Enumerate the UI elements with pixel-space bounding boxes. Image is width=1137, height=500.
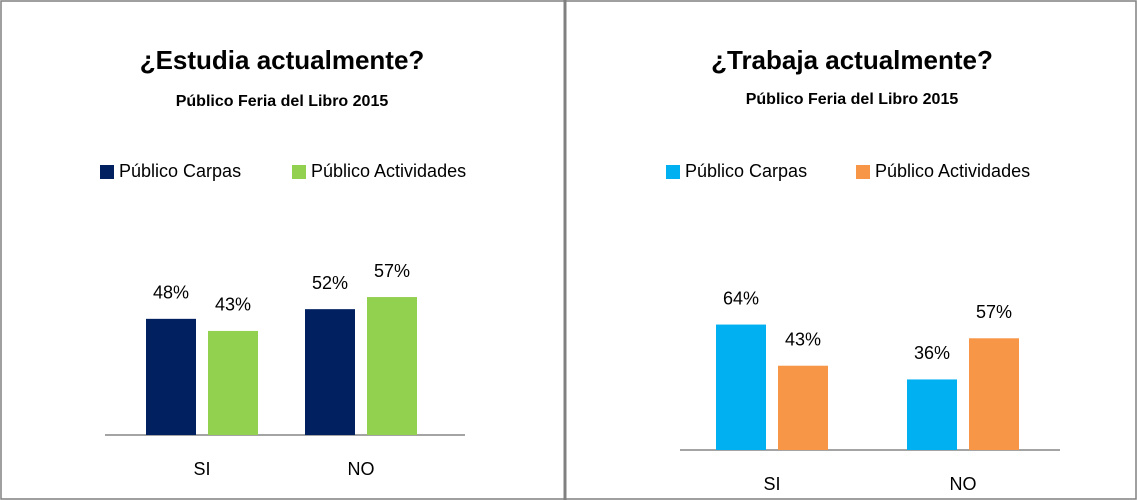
chart-subtitle: Público Feria del Libro 2015 (176, 93, 389, 110)
x-tick-label: SI (763, 474, 780, 494)
chart-title: ¿Estudia actualmente? (140, 45, 425, 75)
legend-label: Público Actividades (311, 161, 466, 181)
bar (305, 309, 355, 435)
legend-swatch (856, 165, 870, 179)
bar (208, 330, 258, 435)
x-tick-label: NO (950, 474, 977, 494)
x-tick-label: SI (193, 459, 210, 479)
bar (969, 338, 1019, 450)
bar (367, 297, 417, 435)
value-label: 36% (914, 343, 950, 363)
bar (716, 324, 766, 450)
legend-swatch (666, 165, 680, 179)
legend-label: Público Carpas (685, 161, 807, 181)
value-label: 43% (215, 295, 251, 315)
value-label: 64% (723, 288, 759, 308)
x-tick-label: NO (348, 459, 375, 479)
chart-title: ¿Trabaja actualmente? (711, 45, 993, 75)
bar (778, 365, 828, 450)
value-label: 43% (785, 329, 821, 349)
value-label: 48% (153, 283, 189, 303)
chart-subtitle: Público Feria del Libro 2015 (746, 91, 959, 108)
bar (146, 318, 196, 435)
legend-swatch (292, 165, 306, 179)
bar (907, 379, 957, 450)
legend-label: Público Carpas (119, 161, 241, 181)
legend-swatch (100, 165, 114, 179)
legend-label: Público Actividades (875, 161, 1030, 181)
value-label: 57% (976, 302, 1012, 322)
value-label: 57% (374, 261, 410, 281)
value-label: 52% (312, 273, 348, 293)
